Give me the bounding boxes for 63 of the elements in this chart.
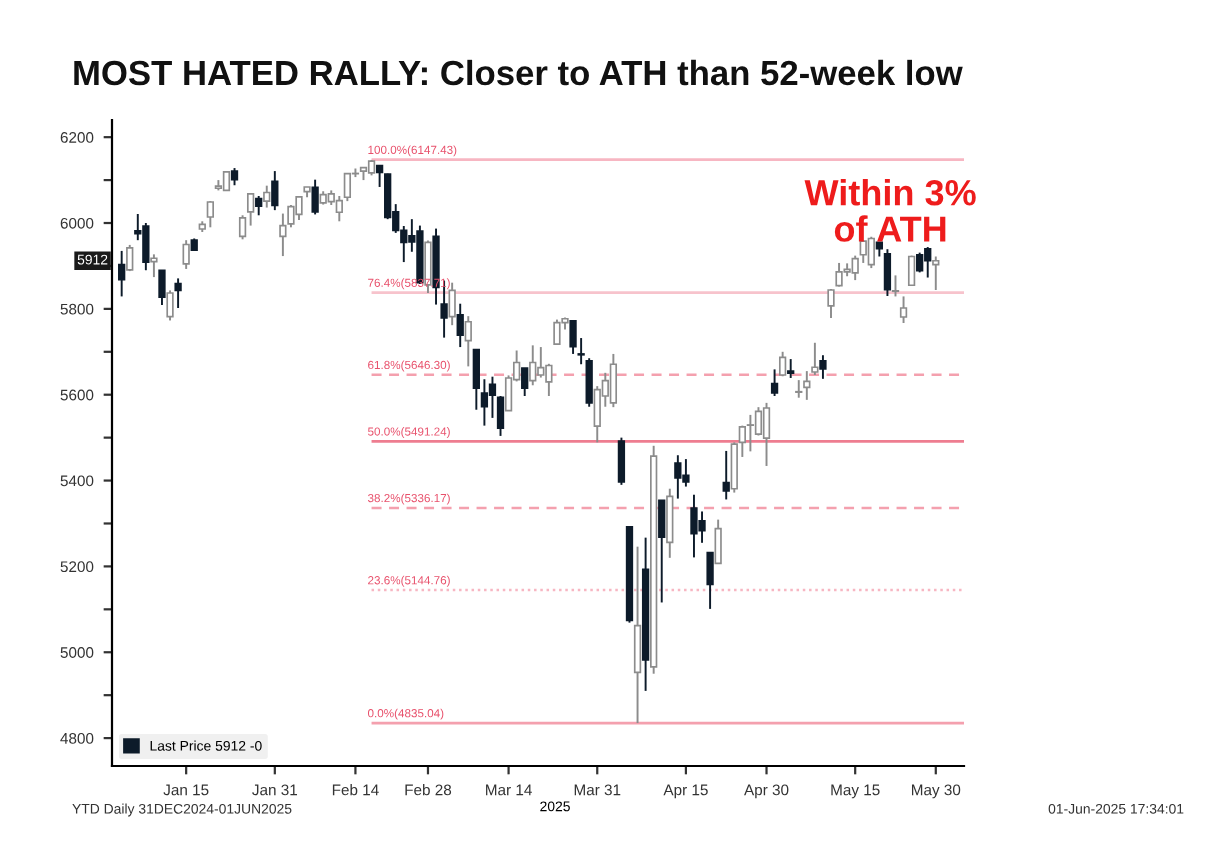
candlestick (311, 178, 319, 216)
candlestick (488, 375, 497, 419)
candlestick (271, 170, 279, 212)
candlestick (803, 370, 811, 401)
candlestick (617, 436, 626, 486)
candlestick (674, 454, 682, 500)
candlestick (932, 255, 940, 291)
candlestick (698, 510, 706, 544)
candlestick (827, 288, 835, 319)
candlestick (521, 367, 529, 397)
candlestick (891, 274, 900, 298)
candlestick (658, 499, 666, 604)
candlestick (835, 261, 843, 288)
candlestick (633, 545, 642, 725)
annotation: Within 3% of ATH (804, 179, 976, 242)
candlestick (126, 243, 134, 273)
candlestick (899, 295, 908, 324)
candlestick (851, 254, 859, 282)
candlestick (222, 171, 231, 192)
candlestick (883, 248, 892, 297)
candlestick (762, 401, 771, 467)
candlestick (464, 315, 472, 368)
candlestick (166, 289, 174, 322)
candlestick (730, 441, 738, 494)
candlestick (795, 379, 803, 399)
candlestick (246, 192, 255, 227)
candlestick (279, 212, 287, 258)
candlestick (150, 253, 158, 279)
candlestick (778, 350, 787, 378)
candlestick (714, 518, 722, 565)
candlestick (496, 395, 505, 437)
candlestick (916, 251, 924, 274)
candlestick (448, 281, 456, 327)
candlestick (690, 493, 698, 559)
candlestick (158, 269, 166, 306)
candlestick (118, 249, 126, 298)
candlestick (174, 277, 182, 309)
candlestick (295, 195, 303, 221)
candlestick (238, 214, 247, 241)
candlestick (819, 354, 827, 380)
candlestick (142, 222, 150, 272)
chart-title: MOST HATED RALLY: Closer to ATH than 52-week low (74, 59, 963, 86)
candlestick (609, 352, 618, 409)
candlestick (867, 235, 875, 270)
candlestick (537, 346, 545, 379)
candlestick (553, 318, 561, 346)
candlestick (746, 413, 755, 453)
candlestick (529, 344, 537, 387)
candlestick (924, 246, 932, 279)
candlestick (770, 368, 779, 397)
candlestick (787, 358, 795, 379)
candlestick (907, 254, 916, 287)
candlestick (335, 195, 343, 223)
candlestick (722, 449, 730, 501)
candlestick (456, 302, 464, 349)
candlestick (585, 357, 593, 408)
candlestick (206, 200, 214, 229)
candlestick (255, 195, 263, 217)
candlestick (754, 406, 763, 437)
candlestick (666, 487, 674, 559)
candlestick (706, 551, 714, 610)
candlestick (263, 184, 271, 209)
candlestick (182, 239, 190, 270)
